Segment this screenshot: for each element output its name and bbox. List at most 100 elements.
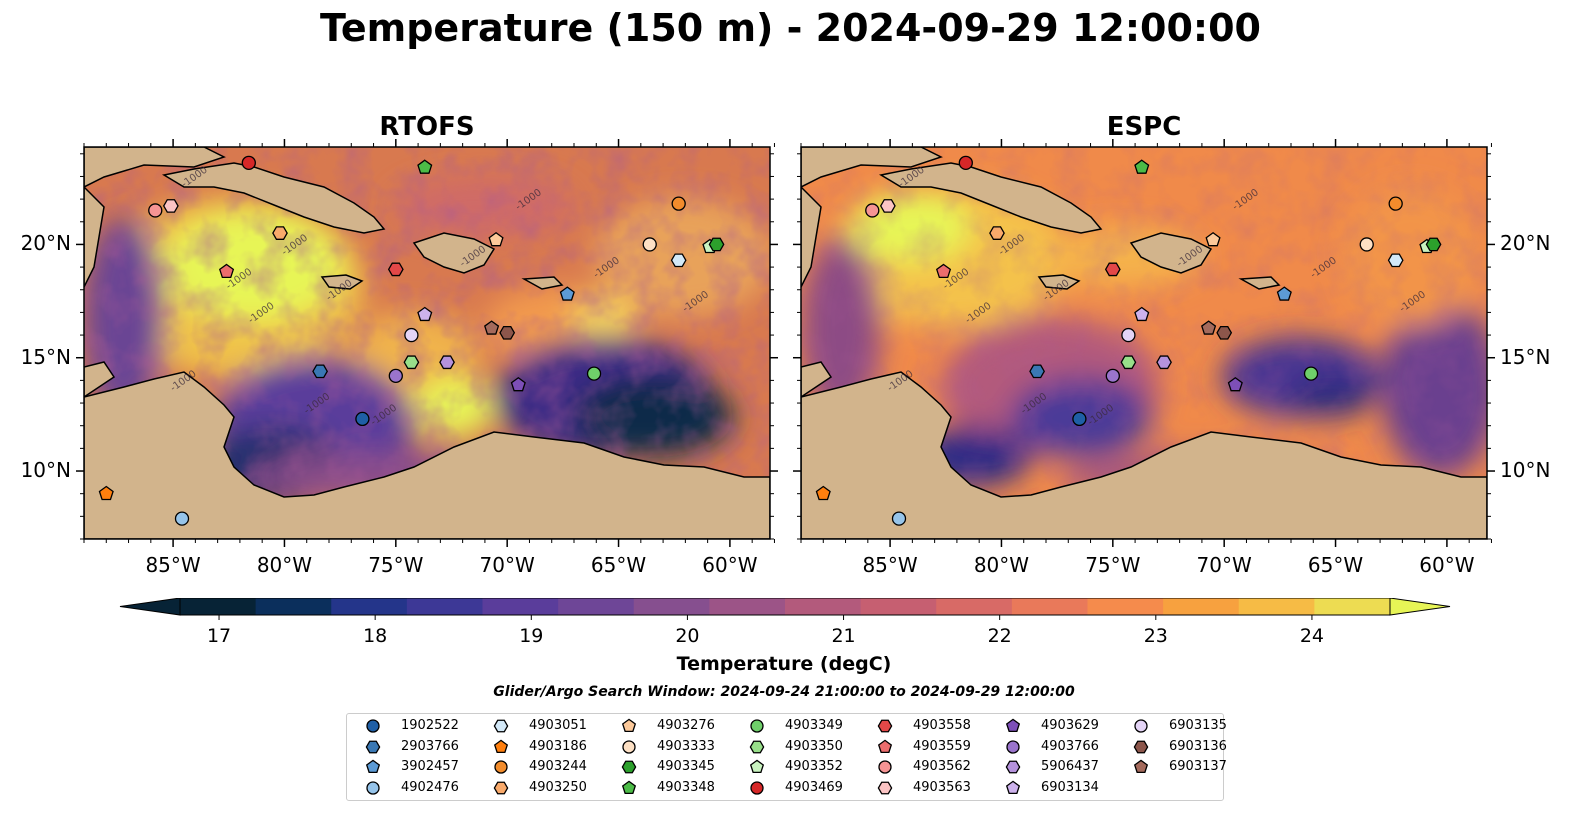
legend-label: 4903563 bbox=[913, 779, 971, 795]
legend-item-6903136: 6903136 bbox=[1133, 737, 1253, 757]
legend-label: 4903051 bbox=[529, 718, 587, 733]
lon-tick-label: 80°W bbox=[973, 553, 1030, 577]
marker-4903562 bbox=[865, 203, 880, 218]
legend-marker-icon bbox=[1133, 759, 1149, 773]
marker-5906437 bbox=[1156, 355, 1172, 370]
legend-item-6903137: 6903137 bbox=[1133, 757, 1253, 777]
legend-label: 4903276 bbox=[657, 718, 715, 733]
colorbar-segment bbox=[406, 598, 483, 615]
colorbar-segment bbox=[1163, 598, 1240, 615]
legend-marker bbox=[1133, 759, 1149, 773]
colorbar-segment bbox=[255, 598, 332, 615]
axis-ticks bbox=[76, 139, 1495, 547]
legend-marker-icon bbox=[493, 781, 509, 794]
colorbar-segment bbox=[709, 598, 786, 615]
legend-label: 4903766 bbox=[1041, 738, 1099, 754]
legend-item-4903051: 4903051 bbox=[493, 716, 613, 736]
colorbar-segment bbox=[558, 598, 635, 615]
legend-marker-icon bbox=[494, 760, 508, 774]
legend-marker bbox=[365, 759, 381, 773]
legend-marker-icon bbox=[749, 759, 765, 773]
marker-2903766 bbox=[1029, 364, 1045, 379]
legend-item-4903559: 4903559 bbox=[877, 737, 997, 757]
marker-1902522 bbox=[355, 411, 370, 427]
lat-tick-label-right: 15°N bbox=[1500, 344, 1551, 369]
panel-title-rtofs: RTOFS bbox=[379, 112, 475, 142]
lat-tick-label-left: 10°N bbox=[20, 458, 71, 483]
legend-marker-icon bbox=[621, 760, 637, 774]
observation-markers bbox=[98, 155, 1442, 526]
lon-tick-label: 65°W bbox=[1307, 553, 1364, 577]
legend-label: 6903137 bbox=[1169, 759, 1227, 774]
colorbar-tick-label: 17 bbox=[206, 625, 232, 647]
marker-4903563 bbox=[162, 199, 179, 213]
figure-title: Temperature (150 m) - 2024-09-29 12:00:0… bbox=[319, 6, 1261, 50]
marker-4903766 bbox=[388, 368, 403, 384]
marker-6903134 bbox=[417, 306, 433, 322]
marker-5906437 bbox=[439, 355, 455, 370]
legend-marker-icon bbox=[365, 759, 381, 773]
marker-6903135 bbox=[1121, 327, 1136, 343]
legend-marker bbox=[749, 759, 765, 773]
legend-marker bbox=[493, 739, 509, 753]
marker-4903559 bbox=[935, 263, 952, 279]
colorbar-segment bbox=[1238, 598, 1315, 615]
marker-4902476 bbox=[891, 511, 907, 526]
legend-item-4903469: 4903469 bbox=[749, 778, 869, 798]
legend-marker bbox=[1005, 718, 1021, 732]
legend-item-4903558: 4903558 bbox=[877, 716, 997, 736]
marker-6903137 bbox=[1201, 320, 1217, 335]
legend-label: 4903348 bbox=[657, 779, 715, 795]
lat-tick-label-right: 10°N bbox=[1500, 458, 1551, 483]
marker-4903250 bbox=[272, 226, 288, 240]
marker-4903186 bbox=[815, 485, 831, 501]
lon-tick-label: 85°W bbox=[145, 553, 201, 577]
map-rtofs bbox=[84, 147, 770, 539]
marker-4903629 bbox=[510, 376, 526, 392]
legend-marker-icon bbox=[493, 739, 509, 753]
lat-tick-label-left: 15°N bbox=[20, 344, 71, 369]
colorbar-tick-label: 22 bbox=[987, 625, 1012, 647]
lon-tick-label: 75°W bbox=[1085, 553, 1141, 577]
marker-4903186 bbox=[98, 485, 114, 501]
marker-4903558 bbox=[1104, 262, 1121, 277]
colorbar-tick-label: 18 bbox=[363, 625, 388, 647]
legend-label: 4903559 bbox=[913, 738, 971, 754]
legend-marker bbox=[366, 780, 380, 795]
legend-marker bbox=[1005, 780, 1021, 794]
legend-item-4903250: 4903250 bbox=[493, 778, 613, 798]
legend-marker-icon bbox=[366, 780, 380, 795]
marker-2903766 bbox=[312, 364, 328, 379]
legend: 1902522 2903766 3902457 4902476 4903051 49031… bbox=[346, 713, 1227, 801]
marker-4903244 bbox=[1388, 196, 1403, 211]
legend-label: 4903250 bbox=[529, 779, 587, 795]
marker-4903350 bbox=[403, 355, 420, 370]
legend-label: 3902457 bbox=[401, 759, 459, 774]
legend-marker bbox=[622, 739, 636, 754]
legend-marker bbox=[750, 719, 764, 733]
legend-item-4903629: 4903629 bbox=[1005, 716, 1125, 736]
legend-marker-icon bbox=[877, 781, 893, 794]
legend-label: 5906437 bbox=[1041, 759, 1099, 774]
colorbar-tick-label: 24 bbox=[1299, 625, 1325, 647]
legend-marker bbox=[877, 719, 893, 733]
legend-item-4903348: 4903348 bbox=[621, 778, 741, 798]
legend-marker-icon bbox=[1006, 739, 1020, 754]
colorbar-segment bbox=[1087, 598, 1164, 615]
marker-4903276 bbox=[1205, 231, 1221, 247]
marker-4903766 bbox=[1105, 368, 1120, 384]
legend-label: 4903629 bbox=[1041, 718, 1099, 733]
legend-item-5906437: 5906437 bbox=[1005, 757, 1125, 777]
lat-tick-label-right: 20°N bbox=[1500, 231, 1551, 256]
colorbar-segment bbox=[633, 598, 710, 615]
colorbar-tick-label: 21 bbox=[831, 625, 856, 647]
legend-marker bbox=[1133, 740, 1149, 753]
colorbar-segment bbox=[860, 598, 937, 615]
legend-marker bbox=[749, 740, 765, 753]
legend-marker-icon bbox=[621, 780, 637, 794]
lon-tick-label: 70°W bbox=[1196, 553, 1252, 577]
marker-6903137 bbox=[484, 320, 500, 335]
marker-6903136 bbox=[499, 325, 516, 340]
legend-marker-icon bbox=[878, 760, 892, 774]
marker-4903629 bbox=[1227, 376, 1243, 392]
